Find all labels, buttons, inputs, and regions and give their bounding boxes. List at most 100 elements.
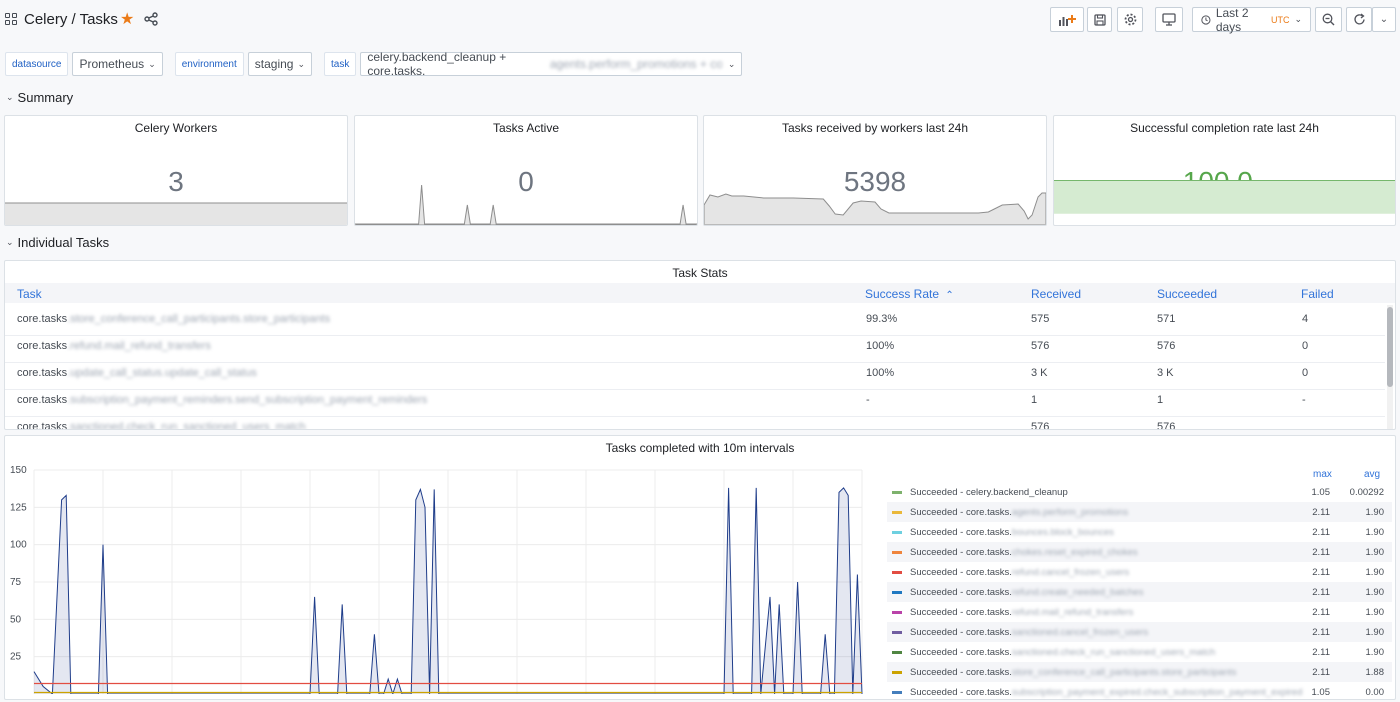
row-summary[interactable]: ⌄ Summary: [6, 90, 73, 105]
legend-max-value: 2.11: [1312, 626, 1330, 638]
dashboard-grid-icon[interactable]: [5, 13, 17, 25]
legend-avg-value: 0.00292: [1349, 486, 1384, 498]
legend-avg-value: 1.90: [1365, 626, 1385, 638]
task-cell: core.tasks.store_conference_call_partici…: [17, 313, 330, 325]
star-icon[interactable]: ★: [120, 11, 135, 28]
save-dashboard-button[interactable]: [1087, 7, 1112, 32]
succeeded-cell: 3 K: [1157, 367, 1174, 379]
series-area: [34, 487, 862, 694]
stat-panel-tasks-received[interactable]: Tasks received by workers last 24h 5398: [703, 115, 1047, 226]
tasks-completed-chart[interactable]: 150 125 100 75 50 25: [4, 455, 874, 694]
panel-title: Tasks Active: [492, 121, 560, 135]
legend-max-value: 2.11: [1312, 586, 1330, 598]
row-divider: [5, 362, 1385, 363]
succeeded-cell: 571: [1157, 313, 1175, 325]
stat-value: 3: [168, 166, 184, 197]
y-tick-label: 75: [10, 577, 22, 588]
succeeded-cell: 576: [1157, 421, 1175, 429]
variable-select-task[interactable]: celery.backend_cleanup + core.tasks. age…: [360, 50, 743, 78]
stat-panel-completion-rate[interactable]: Successful completion rate last 24h 100.…: [1053, 115, 1396, 226]
variable-value: staging: [254, 57, 294, 71]
legend-item[interactable]: Succeeded - core.tasks. chokes.reset_expi…: [887, 542, 1392, 562]
refresh-interval-dropdown[interactable]: ⌄: [1372, 7, 1396, 32]
variable-value: Prometheus: [79, 57, 145, 71]
chevron-down-icon: ⌄: [6, 237, 14, 247]
legend-item[interactable]: Succeeded - core.tasks. agents.perform_pr…: [887, 502, 1392, 522]
failed-cell: 0: [1302, 367, 1308, 379]
scrollbar-thumb[interactable]: [1387, 307, 1393, 387]
legend-item[interactable]: Succeeded - core.tasks. sanctioned.cancel…: [887, 622, 1392, 642]
failed-cell: -: [1302, 394, 1306, 406]
task-suffix-blurred: .update_call_status.update_call_status: [67, 367, 257, 379]
variable-select-datasource[interactable]: Prometheus ⌄: [72, 52, 163, 76]
legend-swatch: [892, 690, 902, 694]
legend-item[interactable]: Succeeded - core.tasks. refund.create_nee…: [887, 582, 1392, 602]
column-header-succeeded[interactable]: Succeeded: [1157, 287, 1218, 301]
legend-swatch: [892, 490, 902, 494]
task-suffix-blurred: .store_conference_call_participants.stor…: [67, 313, 331, 325]
legend-swatch: [892, 670, 902, 674]
legend-max-value: 2.11: [1312, 506, 1330, 518]
tasks-completed-graph-panel: Tasks completed with 10m intervals: [4, 435, 1396, 700]
legend-max-value: 1.05: [1311, 486, 1331, 498]
column-header-task[interactable]: Task: [17, 287, 42, 301]
task-cell: core.tasks.subscription_payment_reminder…: [17, 394, 427, 406]
legend-item[interactable]: Succeeded - core.tasks. sanctioned.check_…: [887, 642, 1392, 662]
stat-panel-workers[interactable]: Celery Workers 3: [4, 115, 348, 226]
zoom-out-button[interactable]: [1315, 7, 1342, 32]
column-header-label: Success Rate: [865, 287, 940, 301]
legend-swatch: [892, 550, 902, 554]
row-divider: [5, 416, 1385, 417]
legend-item[interactable]: Succeeded - core.tasks. store_conference_…: [887, 662, 1392, 682]
refresh-button[interactable]: [1346, 7, 1372, 32]
success-rate-cell: 100%: [866, 367, 894, 379]
legend-series-suffix-blurred: store_conference_call_participants.store…: [1011, 666, 1237, 678]
variable-select-environment[interactable]: staging ⌄: [247, 52, 313, 76]
legend-avg-value: 1.90: [1365, 546, 1385, 558]
legend-item[interactable]: Succeeded - core.tasks. subscription_paym…: [887, 682, 1392, 702]
column-header-failed[interactable]: Failed: [1301, 287, 1334, 301]
save-icon: [1093, 13, 1106, 26]
tv-mode-button[interactable]: [1155, 7, 1183, 32]
legend-series-suffix-blurred: chokes.reset_expired_chokes: [1011, 546, 1138, 558]
stat-panel-tasks-active[interactable]: Tasks Active 0: [354, 115, 698, 226]
y-tick-label: 100: [10, 540, 27, 551]
legend-swatch: [892, 630, 902, 634]
legend-series-suffix-blurred: agents.perform_promotions: [1011, 506, 1129, 518]
legend-series-name: Succeeded - core.tasks.: [910, 606, 1012, 618]
column-header-received[interactable]: Received: [1031, 287, 1082, 301]
legend-item[interactable]: Succeeded - core.tasks. refund.mail_refun…: [887, 602, 1392, 622]
chevron-down-icon: ⌄: [1379, 14, 1389, 25]
legend-avg-value: 0.00: [1365, 686, 1385, 698]
row-individual-tasks[interactable]: ⌄ Individual Tasks: [6, 235, 109, 250]
succeeded-value: 3 K: [1157, 367, 1174, 379]
task-suffix-blurred: .subscription_payment_reminders.send_sub…: [67, 394, 428, 406]
column-header-success-rate[interactable]: Success Rate ⌃: [865, 287, 954, 301]
legend-series-name: Succeeded - core.tasks.: [910, 626, 1012, 638]
legend-series-suffix-blurred: subscription_payment_expired.check_subsc…: [1011, 686, 1303, 698]
legend-item[interactable]: Succeeded - celery.backend_cleanup 1.05 0.…: [887, 482, 1392, 502]
chevron-down-icon: ⌄: [297, 58, 306, 69]
legend-header-max[interactable]: max: [1313, 469, 1332, 480]
legend-item[interactable]: Succeeded - core.tasks. refund.cancel_fro…: [887, 562, 1392, 582]
row-divider: [5, 389, 1385, 390]
legend-item[interactable]: Succeeded - core.tasks. bounces.block_bou…: [887, 522, 1392, 542]
legend-header-avg[interactable]: avg: [1364, 469, 1381, 480]
time-range-picker[interactable]: Last 2 days UTC ⌄: [1192, 6, 1311, 34]
legend-swatch: [892, 610, 902, 614]
legend-avg-value: 1.90: [1365, 646, 1385, 658]
legend-swatch: [892, 570, 902, 574]
share-icon[interactable]: [144, 12, 158, 26]
variable-value: celery.backend_cleanup + core.tasks.: [367, 50, 507, 78]
sparkline: [1054, 180, 1395, 214]
succeeded-cell: 1: [1157, 394, 1163, 406]
series-line[interactable]: [33, 487, 863, 694]
y-tick-label: 50: [10, 614, 22, 625]
failed-cell: 4: [1302, 313, 1308, 325]
legend-max-value: 2.11: [1312, 666, 1330, 678]
settings-button[interactable]: [1117, 7, 1143, 32]
succeeded-value: 1: [1157, 394, 1164, 406]
received-value: 576: [1031, 421, 1050, 430]
add-panel-button[interactable]: [1050, 7, 1084, 32]
page-title[interactable]: Celery / Tasks: [24, 11, 118, 28]
